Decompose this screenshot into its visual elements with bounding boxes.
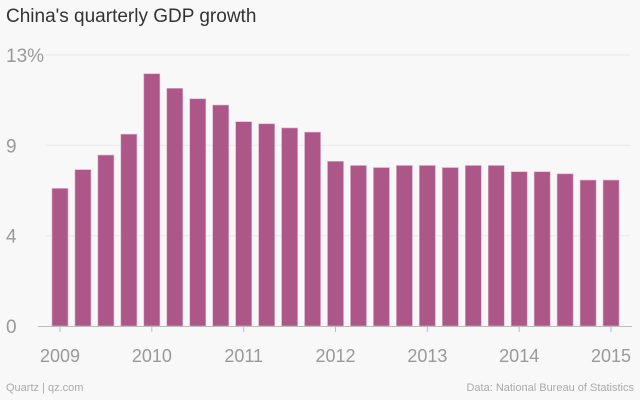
bar-2010-Q4	[212, 104, 230, 327]
bar-2011-Q1	[235, 121, 252, 327]
x-tick-label: 2010	[132, 346, 172, 366]
x-tick-label: 2015	[591, 346, 631, 366]
x-tick-label: 2012	[315, 346, 355, 366]
bar-2013-Q2	[442, 167, 459, 327]
y-tick-label: 9	[6, 136, 17, 157]
bar-2012-Q1	[327, 161, 344, 327]
bar-2014-Q3	[556, 173, 574, 327]
bar-2009-Q3	[97, 154, 115, 327]
bar-2009-Q4	[120, 133, 138, 327]
bar-2010-Q2	[166, 88, 184, 327]
bar-2009-Q2	[74, 169, 92, 327]
x-tick-label: 2011	[224, 346, 263, 366]
bar-2014-Q4	[579, 179, 597, 327]
bar-2013-Q1	[419, 165, 436, 327]
x-tick-label: 2014	[499, 346, 539, 366]
bar-2014-Q1	[510, 171, 528, 327]
bar-2014-Q2	[533, 171, 551, 327]
y-tick-label: 0	[6, 317, 17, 338]
y-tick-label: 4	[6, 227, 17, 248]
bar-2013-Q4	[487, 165, 505, 327]
bar-2010-Q3	[189, 98, 207, 327]
source-text: Data: National Bureau of Statistics	[466, 382, 634, 394]
x-tick-label: 2013	[407, 346, 447, 366]
bar-2011-Q4	[304, 131, 321, 327]
bar-2011-Q3	[281, 127, 298, 327]
chart-title: China's quarterly GDP growth	[6, 6, 257, 27]
bar-2009-Q1	[51, 188, 69, 327]
y-tick-label: 13%	[6, 46, 44, 67]
x-tick-label: 2009	[40, 346, 80, 366]
credit-text: Quartz | qz.com	[6, 382, 84, 394]
bar-2015-Q1	[602, 179, 620, 327]
bar-2012-Q2	[350, 165, 367, 327]
bar-2011-Q2	[258, 123, 275, 327]
bar-2012-Q3	[373, 167, 390, 327]
bar-2012-Q4	[396, 165, 413, 327]
bar-2013-Q3	[464, 165, 482, 327]
bar-2010-Q1	[143, 73, 161, 327]
